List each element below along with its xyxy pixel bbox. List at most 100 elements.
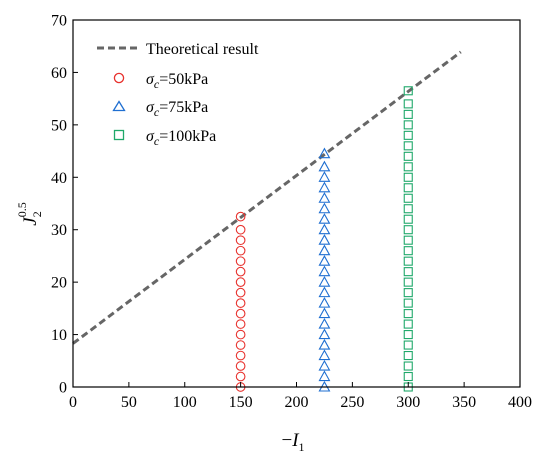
point-triangle: [318, 265, 331, 277]
point-square: [403, 86, 413, 96]
point-square: [403, 330, 413, 340]
point-circle: [235, 211, 246, 222]
point-triangle: [318, 192, 331, 203]
legend-marker-square: [113, 129, 125, 141]
point-triangle: [318, 213, 331, 224]
marks-layer: [72, 50, 462, 392]
point-circle: [235, 256, 246, 267]
point-triangle: [318, 328, 331, 340]
point-triangle: [318, 296, 331, 308]
point-square: [403, 130, 413, 140]
point-square: [403, 120, 413, 130]
x-axis-title-var: I: [291, 430, 300, 451]
x-tick-label: 250: [340, 394, 364, 411]
legend-value: =100kPa: [159, 128, 216, 145]
x-axis: 0 50 100 150 200 250 300 350 400: [69, 382, 532, 411]
legend-value: =75kPa: [159, 99, 208, 116]
point-square: [403, 141, 413, 151]
point-triangle: [318, 160, 331, 172]
point-circle: [235, 340, 246, 350]
plot-frame: [72, 19, 521, 388]
point-square: [403, 340, 413, 350]
point-triangle: [318, 370, 331, 382]
point-square: [403, 235, 413, 245]
point-circle: [235, 308, 246, 319]
y-axis-title-var: J: [20, 216, 41, 226]
legend-sigma-sub: c: [154, 105, 160, 119]
y-axis-title-sub: 2: [30, 211, 44, 217]
svg-text:J20.5: J20.5: [15, 202, 44, 225]
x-tick-label: 50: [121, 394, 137, 411]
y-axis: 0 10 20 30 40 50 60 70: [51, 13, 78, 397]
point-square: [403, 204, 413, 214]
point-circle: [235, 319, 246, 329]
y-axis-title: J20.5: [15, 202, 44, 225]
x-tick-label: 100: [173, 394, 197, 411]
point-square: [403, 350, 413, 361]
y-tick-label: 40: [51, 170, 67, 187]
legend-label-75kpa: σc=75kPa: [146, 99, 208, 119]
point-square: [403, 256, 413, 266]
x-tick-label: 150: [229, 394, 253, 411]
point-square: [403, 225, 413, 235]
legend-sigma: σ: [146, 128, 155, 145]
y-tick-label: 70: [51, 13, 67, 30]
point-square: [403, 151, 413, 161]
point-circle: [235, 329, 246, 340]
point-triangle: [318, 244, 331, 256]
point-square: [403, 309, 413, 319]
point-circle: [235, 245, 246, 256]
legend-sigma-sub: c: [154, 77, 160, 91]
legend-sigma: σ: [146, 99, 155, 116]
point-triangle: [318, 147, 331, 159]
y-tick-label: 60: [51, 65, 67, 82]
point-square: [403, 371, 413, 382]
x-axis-title-sub: 1: [299, 440, 305, 454]
point-triangle: [318, 181, 331, 193]
legend-sigma-sub: c: [154, 134, 160, 148]
point-square: [403, 172, 413, 182]
point-square: [403, 99, 413, 109]
legend: Theoretical result σc=50kPa σc=75kPa σc=…: [97, 41, 259, 148]
point-circle: [235, 277, 246, 287]
point-square: [403, 214, 413, 224]
theoretical-line: [72, 50, 462, 345]
point-triangle: [318, 349, 331, 361]
x-tick-label: 300: [396, 394, 420, 411]
point-square: [403, 162, 413, 172]
point-square: [403, 277, 413, 287]
y-tick-label: 10: [51, 327, 67, 344]
point-triangle: [318, 338, 331, 350]
point-square: [403, 246, 413, 256]
legend-marker-circle: [113, 72, 125, 84]
point-triangle: [318, 307, 331, 319]
point-square: [403, 319, 413, 329]
x-tick-label: 0: [69, 394, 77, 411]
y-axis-title-sup: 0.5: [15, 202, 29, 217]
y-tick-label: 0: [59, 380, 67, 397]
x-tick-label: 400: [508, 394, 532, 411]
point-triangle: [318, 202, 331, 214]
x-axis-title: −I1: [281, 430, 304, 454]
x-axis-title-minus: −: [281, 430, 292, 451]
point-circle: [235, 266, 246, 277]
legend-label-50kpa: σc=50kPa: [146, 71, 208, 91]
point-square: [403, 298, 413, 308]
point-triangle: [318, 223, 331, 235]
point-triangle: [318, 359, 331, 371]
point-circle: [235, 235, 246, 246]
point-square: [403, 267, 413, 277]
point-triangle: [318, 317, 331, 329]
point-square: [403, 109, 413, 119]
legend-label-theoretical: Theoretical result: [146, 41, 259, 58]
point-square: [403, 361, 413, 371]
point-circle: [235, 371, 246, 382]
point-square: [403, 288, 413, 298]
point-triangle: [318, 276, 331, 287]
point-triangle: [318, 255, 331, 266]
x-tick-label: 200: [285, 394, 309, 411]
point-triangle: [318, 286, 331, 298]
point-circle: [235, 361, 246, 371]
legend-value: =50kPa: [159, 71, 208, 88]
